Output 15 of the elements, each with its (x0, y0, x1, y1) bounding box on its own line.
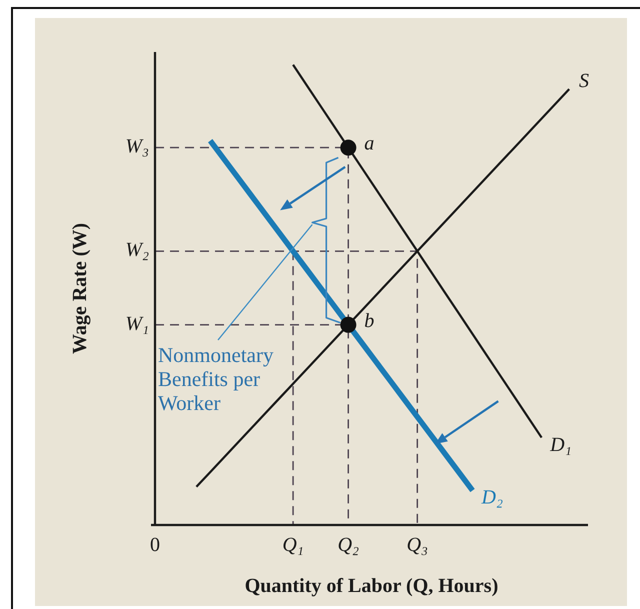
annotation: Nonmonetary Benefits per Worker (158, 343, 274, 415)
x-tick-label: 0 (150, 534, 160, 556)
x-tick-label: Q₁ (282, 534, 304, 556)
annotation: b (364, 309, 374, 332)
x-tick-label: Q₃ (406, 534, 428, 556)
x-tick-label: Q₂ (338, 534, 360, 556)
annotation: W₃ (125, 135, 150, 158)
series-label: D₁ (549, 433, 572, 456)
annotation: a (364, 132, 374, 154)
y-axis-title: Wage Rate (W) (69, 222, 91, 354)
series-label: D₂ (480, 486, 503, 508)
annotation: W₁ (125, 312, 149, 334)
annotation: W₂ (125, 238, 150, 261)
series-label: S (579, 69, 590, 92)
x-axis-title: Quantity of Labor (Q, Hours) (244, 575, 498, 597)
